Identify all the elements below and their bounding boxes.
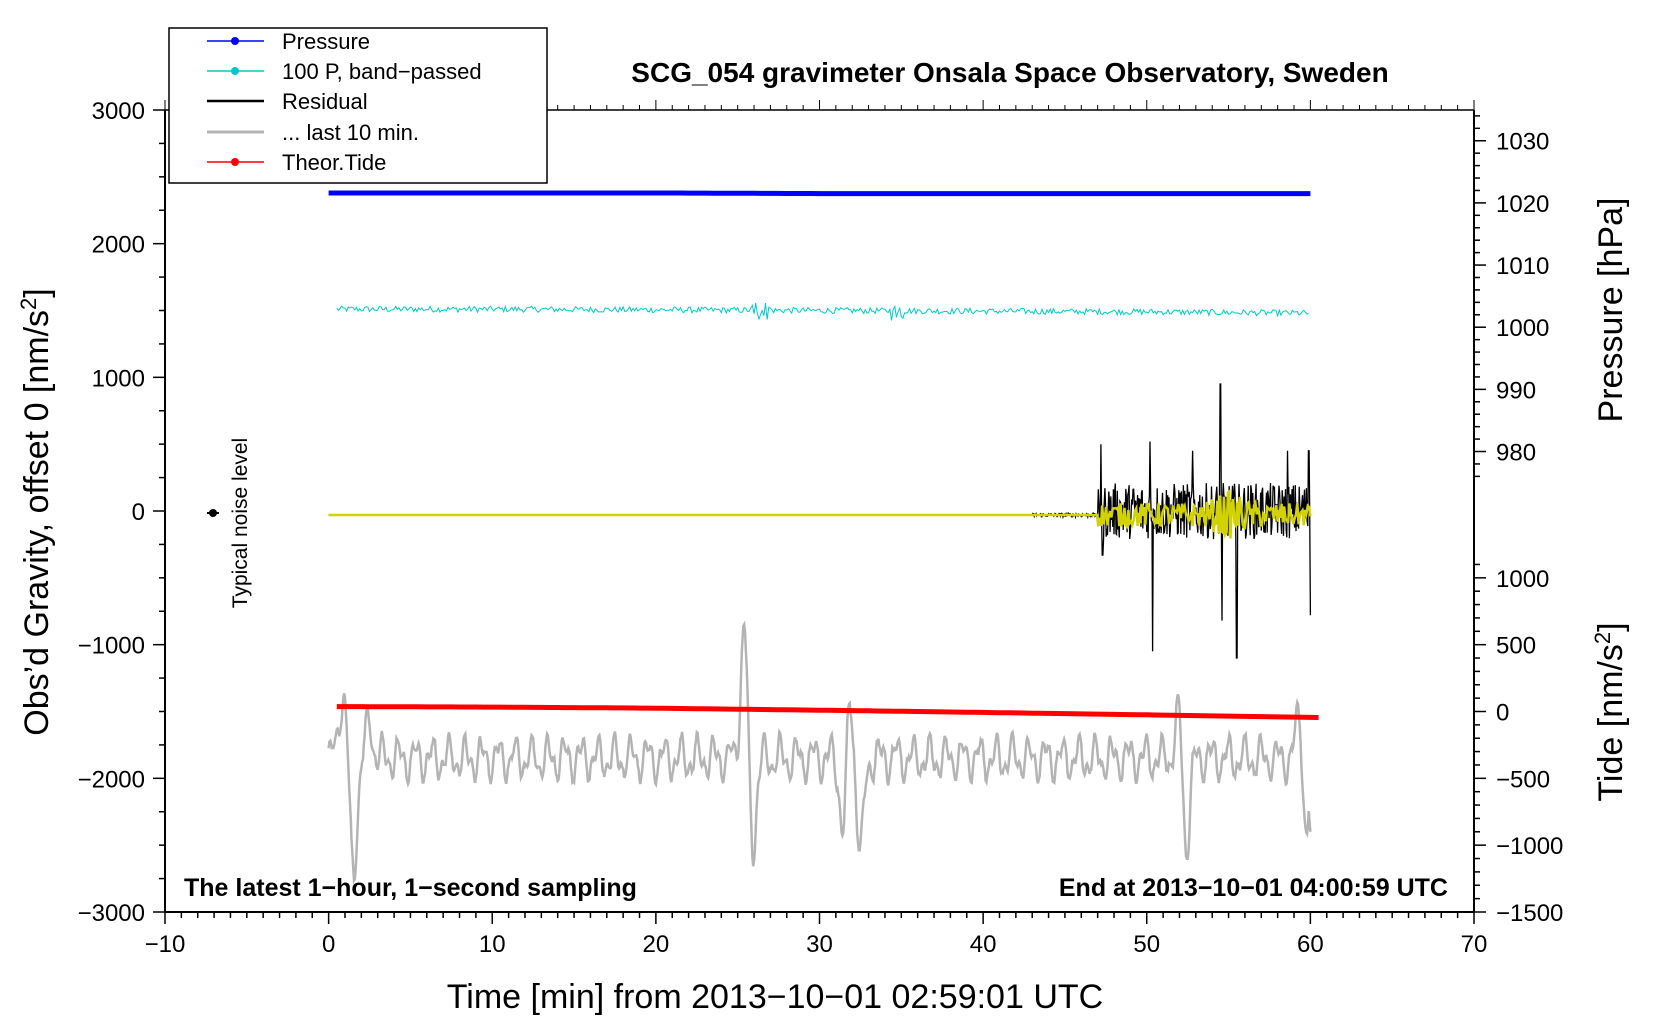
x-tick-label: 60 — [1297, 931, 1324, 958]
tide-tick-label: 0 — [1496, 700, 1509, 727]
legend-item-last-10-min: ... last 10 min. — [207, 120, 419, 145]
series-layer — [327, 190, 1319, 885]
series-last-10-min-line — [327, 620, 1312, 885]
legend-item-theor-tide: Theor.Tide — [207, 150, 386, 175]
y-axis-label-left: Obs’d Gravity, offset 0 [nm/s2] — [16, 288, 56, 735]
y-tick-label-left: 3000 — [92, 98, 145, 125]
tide-tick-label: 500 — [1496, 633, 1536, 660]
noise-level-label: Typical noise level — [229, 438, 252, 608]
tide-tick-label: −1500 — [1496, 900, 1563, 927]
chart-title: SCG_054 gravimeter Onsala Space Observat… — [631, 57, 1388, 88]
x-tick-label: 70 — [1461, 931, 1488, 958]
legend-item-pressure: Pressure — [207, 29, 370, 54]
legend-item-residual: Residual — [207, 89, 368, 114]
y-tick-label-left: −1000 — [78, 633, 145, 660]
tide-tick-label: −500 — [1496, 766, 1550, 793]
x-tick-label: 30 — [806, 931, 833, 958]
legend-item-band-passed: 100 P, band−passed — [207, 59, 482, 84]
legend-box — [168, 27, 548, 184]
y-tick-label-left: 2000 — [92, 232, 145, 259]
axes-layer: −10 0 10 20 30 40 50 60 703000200010000−1000−200… — [78, 98, 1564, 958]
noise-level-dot — [209, 509, 217, 517]
y-tick-label-left: 0 — [132, 499, 145, 526]
y-axis-label-tide: Tide [nm/s2] — [1590, 622, 1630, 801]
series-residual-overlay-line — [328, 488, 1312, 539]
annotation-latest-hour: The latest 1−hour, 1−second sampling — [184, 874, 637, 902]
x-tick-label: 10 — [479, 931, 506, 958]
x-axis-label: Time [min] from 2013−10−01 02:59:01 UTC — [447, 978, 1103, 1016]
y-axis-label-pressure: Pressure [hPa] — [1592, 198, 1630, 423]
series-residual-line — [328, 383, 1312, 659]
pressure-tick-label: 1000 — [1496, 315, 1549, 342]
y-tick-label-left: 1000 — [92, 365, 145, 392]
tide-tick-label: 1000 — [1496, 566, 1549, 593]
x-tick-label: 20 — [643, 931, 670, 958]
legend-marker-theor-tide — [231, 158, 239, 166]
x-tick-label: 40 — [970, 931, 997, 958]
x-tick-label: 50 — [1133, 931, 1160, 958]
legend-label-band-passed: 100 P, band−passed — [282, 59, 482, 84]
legend-label-theor-tide: Theor.Tide — [282, 150, 386, 175]
pressure-tick-label: 1030 — [1496, 129, 1549, 156]
legend-marker-pressure — [231, 37, 239, 45]
series-band-passed-line — [336, 302, 1309, 321]
pressure-tick-label: 1020 — [1496, 191, 1549, 218]
pressure-tick-label: 980 — [1496, 440, 1536, 467]
y-tick-label-left: −2000 — [78, 766, 145, 793]
series-theor-tide-line — [336, 704, 1319, 720]
series-pressure-line — [328, 190, 1311, 197]
x-tick-label: 0 — [322, 931, 335, 958]
noise-level-indicator: Typical noise level — [207, 438, 252, 608]
legend: Pressure 100 P, band−passed Residual ...… — [168, 27, 548, 184]
pressure-tick-label: 990 — [1496, 377, 1536, 404]
y-tick-label-left: −3000 — [78, 900, 145, 927]
legend-marker-band-passed — [231, 67, 239, 75]
x-tick-label: −10 — [145, 931, 186, 958]
tide-tick-label: −1000 — [1496, 833, 1563, 860]
legend-label-last-10-min: ... last 10 min. — [282, 120, 419, 145]
annotation-end-time: End at 2013−10−01 04:00:59 UTC — [1059, 874, 1448, 902]
legend-label-pressure: Pressure — [282, 29, 370, 54]
legend-label-residual: Residual — [282, 89, 368, 114]
pressure-tick-label: 1010 — [1496, 253, 1549, 280]
